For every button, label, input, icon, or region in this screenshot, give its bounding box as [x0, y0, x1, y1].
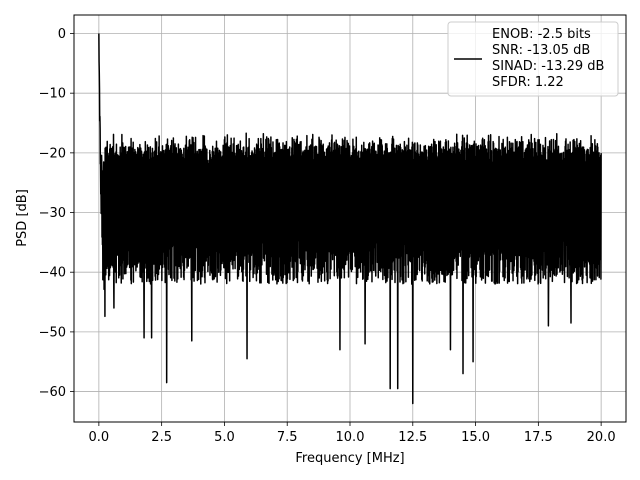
x-tick-label: 20.0 [587, 430, 616, 445]
x-axis-label: Frequency [MHz] [295, 451, 404, 466]
legend-snr: SNR: -13.05 dB [492, 43, 590, 58]
x-axis-ticks: 0.0 2.5 5.0 7.5 10.0 12.5 15.0 17.5 20.0 [89, 422, 616, 445]
psd-series-line [98, 33, 602, 405]
plot-area [98, 33, 602, 405]
x-tick-label: 0.0 [89, 430, 110, 445]
y-tick-label: −40 [39, 266, 66, 281]
legend-sfdr: SFDR: 1.22 [492, 75, 564, 90]
y-tick-label: −10 [39, 87, 66, 102]
x-tick-label: 10.0 [336, 430, 365, 445]
y-tick-label: −50 [39, 325, 66, 340]
legend-enob: ENOB: -2.5 bits [492, 27, 591, 42]
x-tick-label: 5.0 [214, 430, 235, 445]
y-tick-label: −30 [39, 206, 66, 221]
x-tick-label: 15.0 [461, 430, 490, 445]
y-axis-ticks: 0 −10 −20 −30 −40 −50 −60 [39, 27, 74, 400]
y-axis-label: PSD [dB] [15, 189, 30, 247]
x-tick-label: 17.5 [524, 430, 553, 445]
legend: ENOB: -2.5 bits SNR: -13.05 dB SINAD: -1… [447, 21, 619, 97]
legend-box [447, 21, 619, 97]
y-tick-label: −20 [39, 146, 66, 161]
x-tick-label: 7.5 [277, 430, 298, 445]
x-tick-label: 12.5 [398, 430, 427, 445]
y-tick-label: 0 [58, 27, 66, 42]
y-tick-label: −60 [39, 385, 66, 400]
legend-sinad: SINAD: -13.29 dB [492, 59, 604, 74]
x-tick-label: 2.5 [151, 430, 172, 445]
